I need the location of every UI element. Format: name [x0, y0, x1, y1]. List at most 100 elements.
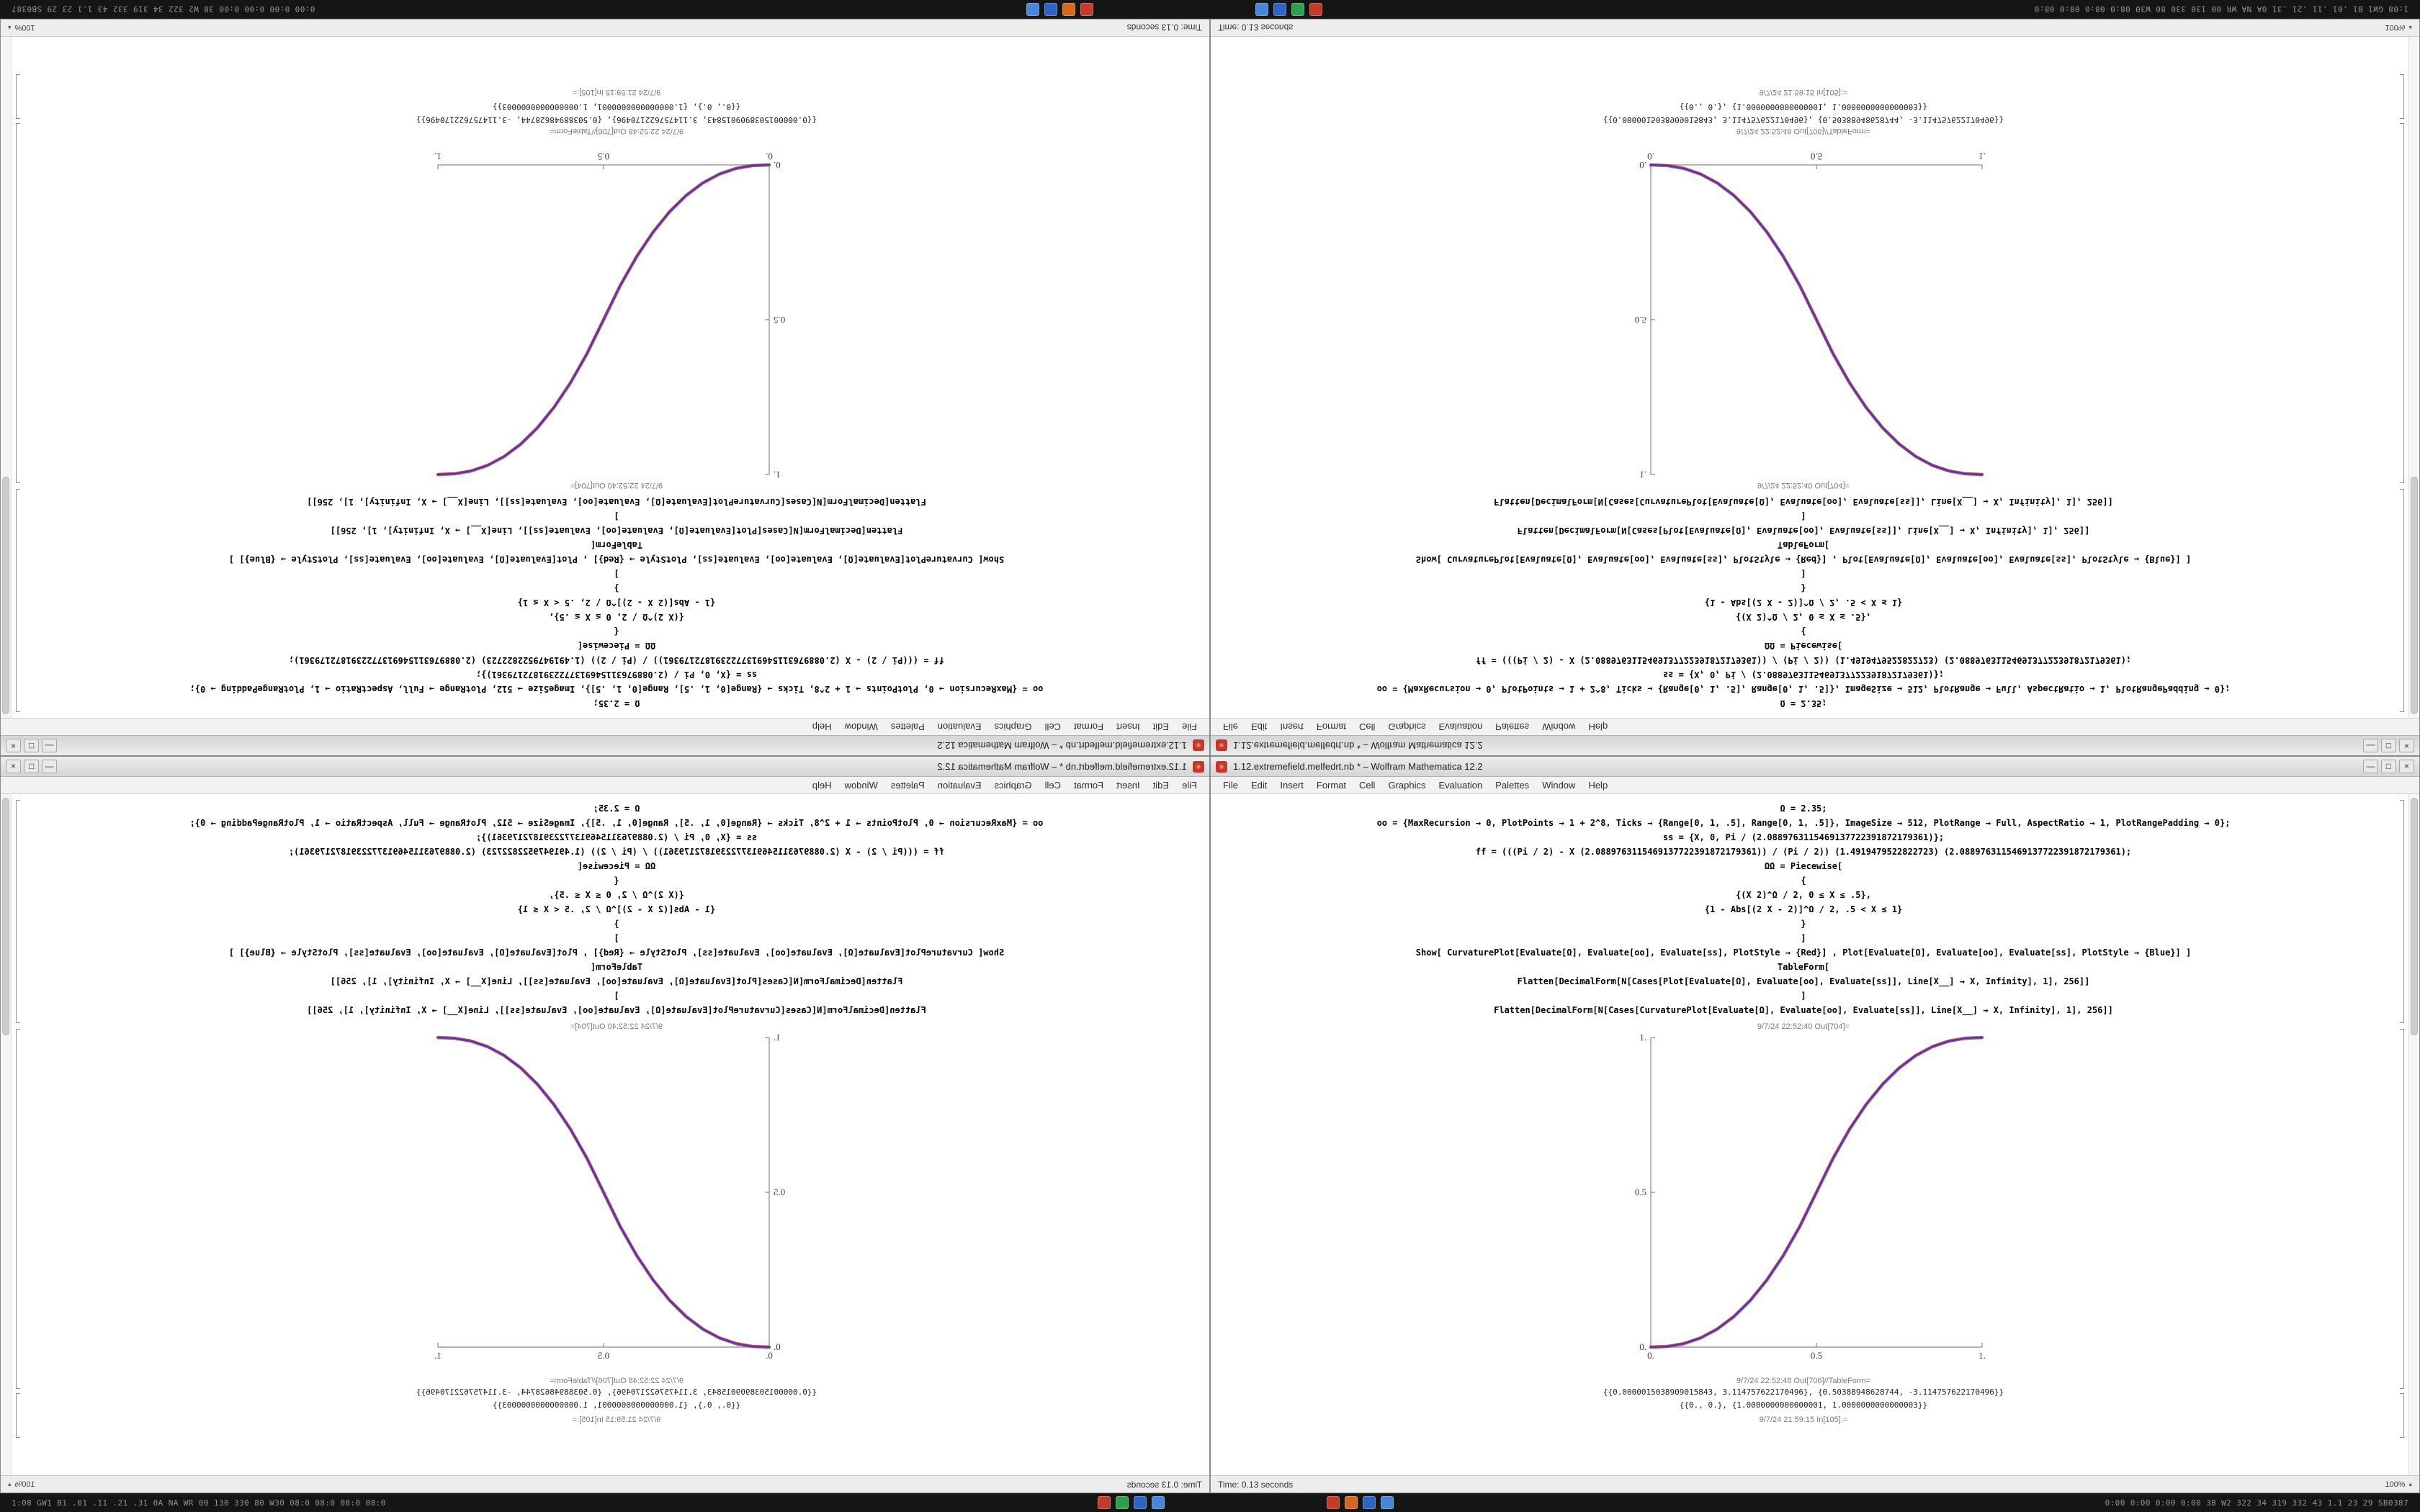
code-line[interactable]: { — [614, 626, 619, 636]
minimize-button[interactable]: — — [2363, 760, 2378, 773]
red-app-icon[interactable] — [1326, 1496, 1340, 1509]
cell-bracket[interactable] — [2400, 800, 2404, 1023]
code-line[interactable]: ] — [1801, 933, 1806, 943]
lightblue-app-icon-2[interactable] — [1026, 3, 1040, 16]
red-app-icon[interactable] — [1080, 3, 1094, 16]
blue-app-icon-2[interactable] — [1362, 1496, 1376, 1509]
menu-item[interactable]: File — [1182, 721, 1197, 732]
code-line[interactable]: ] — [1801, 511, 1806, 521]
menu-item[interactable]: Edit — [1152, 780, 1170, 791]
code-line[interactable]: { — [1801, 876, 1806, 886]
cell-bracket[interactable] — [16, 123, 20, 483]
menu-item[interactable]: Help — [812, 721, 832, 732]
blue-app-icon[interactable] — [1133, 1496, 1147, 1509]
code-line[interactable]: ff = (((Pi / 2) - X (2.08897631154691377… — [1475, 847, 2132, 857]
blue-app-icon[interactable] — [1273, 3, 1287, 16]
window-titlebar[interactable]: 1.12.extremefield.melfedrt.nb * – Wolfra… — [1, 735, 1209, 755]
scrollbar-thumb[interactable] — [2411, 798, 2418, 1035]
window-titlebar[interactable]: 1.12.extremefield.melfedrt.nb * – Wolfra… — [1211, 757, 2419, 777]
scrollbar-thumb[interactable] — [2411, 477, 2418, 714]
menu-item[interactable]: Edit — [1250, 721, 1268, 732]
green-app-icon[interactable] — [1115, 1496, 1129, 1509]
zoom-level[interactable]: 100% — [14, 1480, 35, 1489]
code-line[interactable]: TableForm[ — [1777, 540, 1830, 550]
menu-item[interactable]: Graphics — [994, 780, 1032, 791]
code-line[interactable]: {1 - Abs[(2 X - 2)]^Ω / 2, .5 < X ≤ 1} — [517, 904, 716, 914]
menu-item[interactable]: Format — [1316, 721, 1347, 732]
zoom-control[interactable]: 100% ▴ — [2385, 1480, 2412, 1489]
menu-item[interactable]: Cell — [1359, 780, 1376, 791]
maximize-button[interactable]: □ — [2381, 760, 2396, 773]
code-line[interactable]: } — [1801, 583, 1806, 593]
cell-bracket[interactable] — [2400, 1393, 2404, 1438]
orange-app-icon[interactable] — [1062, 3, 1076, 16]
minimize-button[interactable]: — — [42, 739, 57, 752]
code-line[interactable]: ] — [614, 511, 619, 521]
code-line[interactable]: ΩΩ = Piecewise[ — [577, 861, 656, 871]
code-line[interactable]: TableForm[ — [1777, 962, 1830, 972]
code-line[interactable]: Flatten[DecimalForm[N[Cases[Plot[Evaluat… — [330, 976, 903, 986]
menu-item[interactable]: Insert — [1116, 721, 1140, 732]
code-line[interactable]: Flatten[DecimalForm[N[Cases[CurvaturePlo… — [307, 1005, 926, 1015]
code-line[interactable]: Flatten[DecimalForm[N[Cases[CurvaturePlo… — [1494, 1005, 2113, 1015]
close-button[interactable]: × — [6, 739, 21, 752]
zoom-control[interactable]: 100% ▴ — [8, 24, 35, 32]
code-line[interactable]: {1 - Abs[(2 X - 2)]^Ω / 2, .5 < X ≤ 1} — [1704, 904, 1903, 914]
menu-item[interactable]: Window — [1542, 721, 1576, 732]
zoom-level[interactable]: 100% — [2385, 1480, 2406, 1489]
cell-bracket[interactable] — [2400, 123, 2404, 483]
menu-item[interactable]: Format — [1316, 780, 1347, 791]
zoom-level[interactable]: 100% — [14, 23, 35, 32]
menu-item[interactable]: Window — [844, 721, 878, 732]
minimize-button[interactable]: — — [42, 760, 57, 773]
cell-bracket[interactable] — [2400, 74, 2404, 119]
minimize-button[interactable]: — — [2363, 739, 2378, 752]
menu-item[interactable]: Cell — [1359, 721, 1376, 732]
menu-item[interactable]: Cell — [1044, 721, 1061, 732]
cell-bracket[interactable] — [16, 1393, 20, 1438]
menu-item[interactable]: Format — [1073, 780, 1104, 791]
menu-item[interactable]: Palettes — [1495, 721, 1530, 732]
cell-bracket[interactable] — [2400, 489, 2404, 712]
maximize-button[interactable]: □ — [2381, 739, 2396, 752]
menu-item[interactable]: Evaluation — [1438, 721, 1483, 732]
vertical-scrollbar[interactable] — [1, 794, 12, 1475]
menu-item[interactable]: Insert — [1280, 721, 1304, 732]
code-line[interactable]: {(X 2)^Ω / 2, 0 ≤ X ≤ .5}, — [549, 890, 684, 900]
zoom-control[interactable]: 100% ▴ — [8, 1480, 35, 1489]
menu-item[interactable]: Graphics — [1388, 780, 1426, 791]
code-line[interactable]: TableForm[ — [590, 540, 643, 550]
code-line[interactable]: ss = {X, 0, Pi / (2.08897631154691377223… — [475, 670, 758, 680]
menu-item[interactable]: Insert — [1280, 780, 1304, 791]
menu-item[interactable]: Palettes — [890, 780, 925, 791]
code-line[interactable]: Flatten[DecimalForm[N[Cases[CurvaturePlo… — [1494, 497, 2113, 507]
menu-item[interactable]: Help — [812, 780, 832, 791]
menu-item[interactable]: Palettes — [890, 721, 925, 732]
code-line[interactable]: ΩΩ = Piecewise[ — [1764, 861, 1843, 871]
code-line[interactable]: oo = {MaxRecursion → 0, PlotPoints → 1 +… — [1376, 684, 2231, 694]
menu-item[interactable]: Window — [1542, 780, 1576, 791]
code-line[interactable]: {1 - Abs[(2 X - 2)]^Ω / 2, .5 < X ≤ 1} — [517, 598, 716, 608]
zoom-popup-arrow-icon[interactable]: ▴ — [2408, 1480, 2412, 1488]
cell-bracket[interactable] — [2400, 1029, 2404, 1389]
zoom-popup-arrow-icon[interactable]: ▴ — [8, 24, 12, 32]
mathematica-kernel-icon[interactable] — [1097, 1496, 1111, 1509]
menu-item[interactable]: Help — [1588, 721, 1608, 732]
close-button[interactable]: × — [2399, 739, 2414, 752]
cell-bracket[interactable] — [16, 1029, 20, 1389]
menu-item[interactable]: Edit — [1152, 721, 1170, 732]
cell-bracket[interactable] — [16, 489, 20, 712]
close-button[interactable]: × — [6, 760, 21, 773]
code-line[interactable]: ] — [614, 569, 619, 579]
code-line[interactable]: {(X 2)^Ω / 2, 0 ≤ X ≤ .5}, — [1736, 612, 1871, 622]
menu-item[interactable]: Help — [1588, 780, 1608, 791]
menu-item[interactable]: Evaluation — [937, 780, 982, 791]
cell-bracket[interactable] — [16, 74, 20, 119]
code-line[interactable]: Flatten[DecimalForm[N[Cases[Plot[Evaluat… — [1517, 976, 2090, 986]
menu-item[interactable]: Edit — [1250, 780, 1268, 791]
window-titlebar[interactable]: 1.12.extremefield.melfedrt.nb * – Wolfra… — [1211, 735, 2419, 755]
scrollbar-thumb[interactable] — [2, 477, 9, 714]
green-app-icon[interactable] — [1291, 3, 1305, 16]
code-line[interactable]: Show[ CurvaturePlot[Evaluate[Ω], Evaluat… — [1415, 554, 2192, 564]
code-line[interactable]: Flatten[DecimalForm[N[Cases[Plot[Evaluat… — [330, 526, 903, 536]
